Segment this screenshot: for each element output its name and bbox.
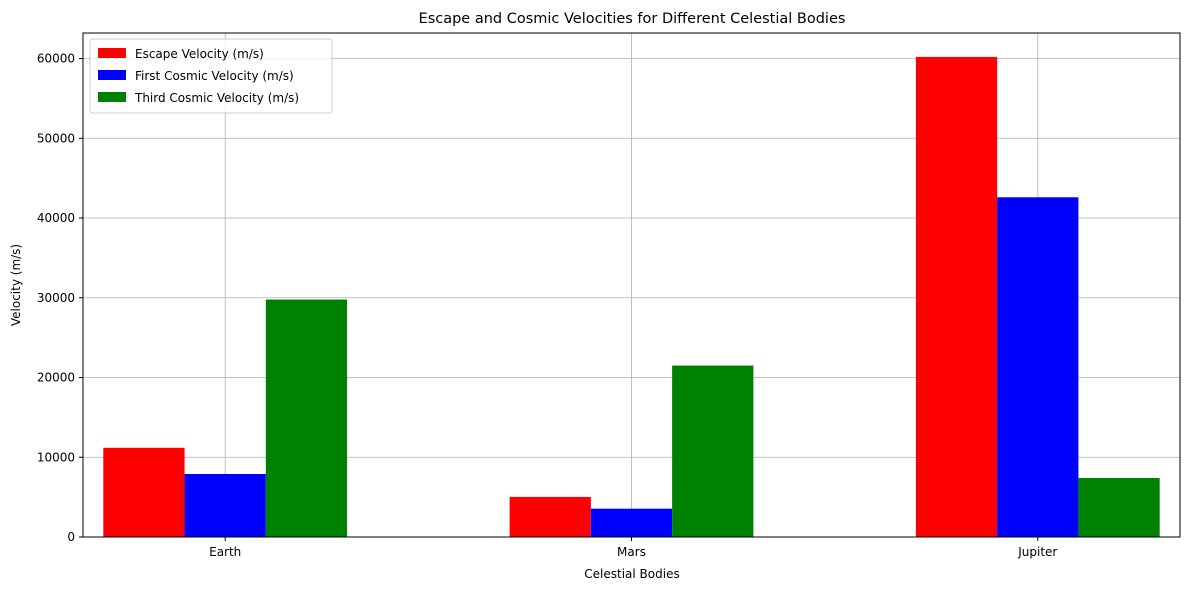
chart-title: Escape and Cosmic Velocities for Differe… [419,11,846,27]
y-tick-label: 40000 [37,211,75,225]
x-tick-label: Jupiter [1017,545,1057,559]
y-tick-label: 10000 [37,450,75,464]
y-axis-ticks: 0 10000 20000 30000 40000 50000 60000 [37,52,83,544]
legend-swatch [98,70,126,80]
x-axis-label: Celestial Bodies [584,567,679,581]
x-tick-label: Earth [209,545,241,559]
legend-label: First Cosmic Velocity (m/s) [135,69,294,83]
legend-swatch [98,92,126,102]
bar [915,56,998,538]
bar [509,496,591,537]
bar [184,474,266,537]
x-tick-label: Mars [617,545,646,559]
y-tick-label: 20000 [37,371,75,385]
bar [265,299,348,537]
y-axis-label: Velocity (m/s) [9,244,23,326]
legend-label: Escape Velocity (m/s) [135,47,264,61]
legend-swatch [98,48,126,58]
legend-label: Third Cosmic Velocity (m/s) [134,91,299,105]
y-tick-label: 30000 [37,291,75,305]
x-axis-ticks: Earth Mars Jupiter [209,537,1057,559]
bar [590,508,673,537]
y-tick-label: 0 [67,530,75,544]
bar [1078,477,1160,537]
bars [103,56,1160,538]
y-tick-label: 50000 [37,131,75,145]
bar [103,447,185,537]
legend: Escape Velocity (m/s) First Cosmic Veloci… [89,38,333,114]
bar [672,365,754,537]
legend-box [89,38,333,114]
y-tick-label: 60000 [37,52,75,66]
bar [997,197,1079,537]
